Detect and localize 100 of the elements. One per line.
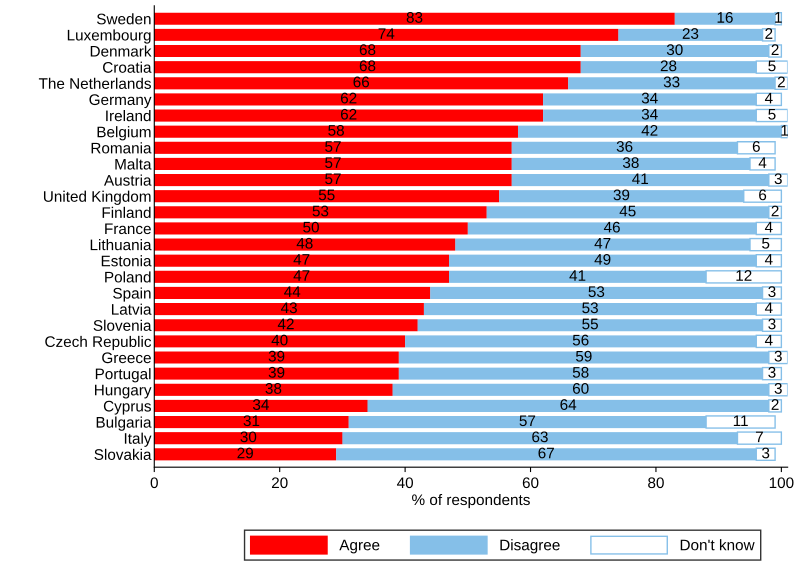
data-label: 4 [764, 334, 773, 346]
data-label: 30 [240, 431, 256, 442]
data-label: 34 [252, 399, 269, 410]
data-label: 31 [244, 415, 260, 426]
data-label: 57 [325, 141, 341, 152]
bar [154, 286, 430, 300]
bar [154, 158, 512, 170]
data-label: 66 [354, 76, 370, 88]
bar [154, 335, 406, 348]
data-label: 57 [325, 157, 341, 168]
y-tick-label: Lithuania [90, 239, 152, 250]
data-label: 2 [772, 206, 779, 216]
legend-label: Disagree [500, 539, 560, 554]
data-label: 53 [588, 286, 604, 298]
y-tick-label: Slovenia [94, 320, 152, 331]
y-tick-label: Cyprus [104, 400, 151, 415]
bar [154, 206, 487, 218]
bar [154, 142, 512, 154]
bar [154, 319, 418, 332]
x-tick-label: 60 [522, 477, 538, 488]
y-tick-label: The Netherlands [38, 78, 151, 89]
bar [154, 77, 568, 90]
data-label: 29 [237, 448, 253, 458]
data-label: 5 [762, 238, 770, 249]
bar [154, 238, 456, 251]
bar [154, 190, 500, 202]
data-label: 38 [266, 383, 282, 394]
data-label: 67 [538, 448, 554, 458]
data-label: 55 [318, 190, 335, 200]
y-tick-label: Bulgaria [96, 416, 152, 431]
legend-label: Agree [339, 540, 380, 554]
data-label: 7 [756, 432, 763, 442]
x-tick-label: 40 [396, 477, 414, 488]
data-label: 3 [774, 173, 782, 184]
data-label: 3 [762, 448, 770, 458]
data-label: 38 [622, 157, 639, 168]
bar [154, 448, 336, 460]
x-tick-label: 0 [150, 477, 158, 488]
data-label: 3 [768, 366, 776, 378]
bar [154, 368, 399, 380]
data-label: 47 [294, 270, 310, 281]
data-label: 74 [378, 28, 394, 39]
data-label: 34 [642, 92, 658, 104]
y-tick-label: Greece [102, 352, 151, 364]
data-label: 42 [278, 318, 294, 330]
data-label: 56 [572, 334, 589, 346]
data-label: 83 [406, 12, 422, 23]
y-tick-label: Denmark [90, 45, 152, 57]
data-label: 11 [734, 415, 748, 426]
bar [154, 28, 618, 41]
data-label: 6 [752, 141, 760, 152]
y-tick-label: Sweden [96, 13, 151, 24]
data-label: 50 [303, 222, 319, 233]
data-label: 44 [284, 286, 300, 297]
y-tick-label: Latvia [112, 304, 152, 315]
data-label: 55 [582, 318, 598, 330]
data-label: 34 [642, 108, 658, 120]
data-label: 36 [616, 141, 632, 152]
data-label: 28 [660, 60, 676, 72]
data-label: 4 [764, 92, 773, 104]
legend-label: Don't know [680, 539, 755, 550]
y-tick-label: Hungary [95, 384, 152, 398]
bar [154, 174, 512, 186]
data-label: 4 [764, 302, 773, 314]
data-label: 2 [765, 28, 772, 39]
bar [154, 61, 581, 74]
data-label: 47 [294, 254, 310, 265]
data-label: 39 [268, 350, 284, 362]
data-label: 64 [560, 399, 576, 410]
data-label: 57 [520, 415, 536, 426]
y-tick-label: Italy [124, 432, 152, 447]
y-tick-label: Austria [104, 174, 152, 186]
data-label: 30 [666, 44, 683, 56]
y-tick-label: Poland [105, 271, 151, 283]
data-label: 68 [360, 60, 376, 72]
bar [154, 93, 544, 106]
y-tick-label: Estonia [102, 255, 152, 266]
y-tick-label: Luxembourg [68, 29, 151, 44]
bar [154, 432, 342, 444]
data-label: 41 [632, 174, 648, 184]
y-tick-label: France [105, 223, 151, 234]
data-label: 41 [569, 270, 586, 281]
x-tick-label: 20 [272, 477, 288, 488]
y-tick-label: Croatia [103, 62, 152, 73]
bar [154, 400, 368, 412]
data-label: 59 [576, 350, 592, 362]
data-label: 3 [768, 318, 776, 330]
data-label: 2 [778, 76, 785, 88]
data-label: 1 [775, 12, 782, 23]
y-tick-label: Portugal [96, 368, 150, 382]
y-tick-label: Germany [89, 94, 152, 108]
data-label: 3 [768, 286, 776, 298]
data-label: 3 [774, 350, 782, 362]
bar [154, 384, 393, 396]
bar [154, 12, 675, 25]
data-label: 58 [328, 124, 344, 136]
bar [154, 254, 450, 267]
data-label: 47 [594, 238, 610, 249]
data-label: 68 [360, 44, 376, 56]
data-label: 2 [772, 399, 779, 410]
